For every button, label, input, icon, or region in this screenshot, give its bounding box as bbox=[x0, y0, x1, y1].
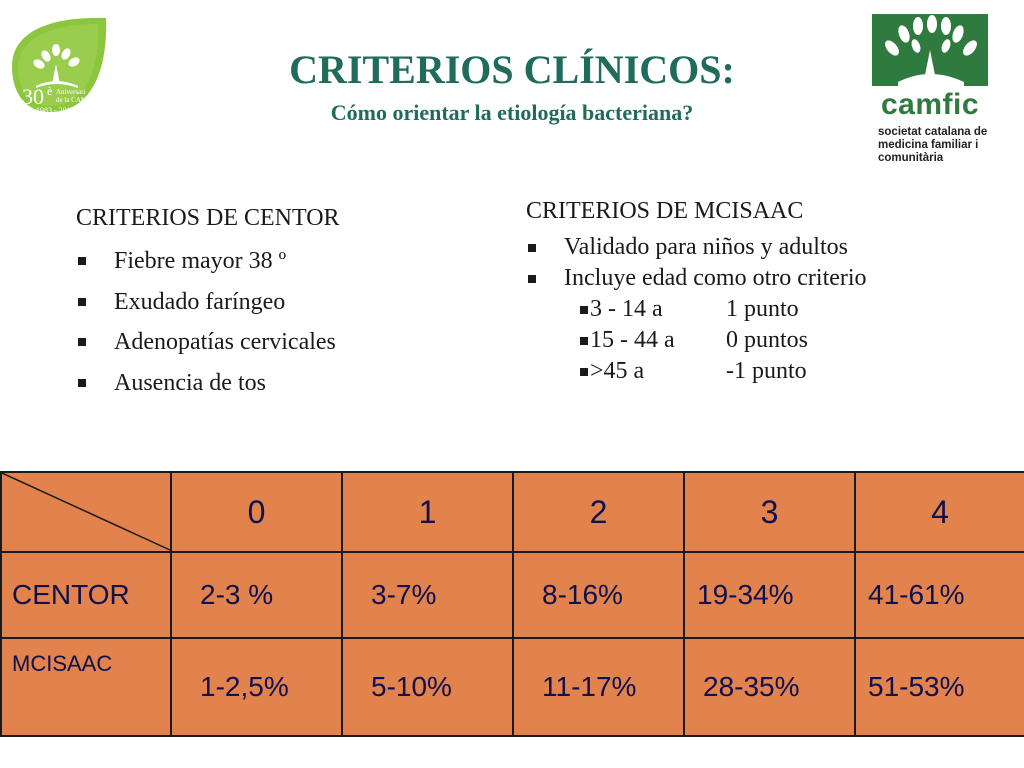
mcisaac-heading: CRITERIOS DE MCISAAC bbox=[526, 198, 804, 224]
list-item: Fiebre mayor 38 º bbox=[76, 241, 476, 282]
row-label: MCISAAC bbox=[0, 637, 172, 737]
age-points-row: >45 a -1 punto bbox=[526, 356, 1006, 387]
row-label: CENTOR bbox=[0, 551, 172, 639]
table-cell: 8-16% bbox=[512, 551, 685, 639]
anniversary-logo: 30 è Aniversari de la CAMFiC 1983 - 2013 bbox=[6, 14, 110, 121]
score-header-cell: 3 bbox=[683, 471, 856, 553]
table-row: MCISAAC 1-2,5% 5-10% 11-17% 28-35% 51-53… bbox=[0, 637, 1024, 737]
mcisaac-list: Validado para niños y adultos Incluye ed… bbox=[526, 232, 1006, 294]
centor-criteria: CRITERIOS DE CENTOR Fiebre mayor 38 º Ex… bbox=[76, 203, 476, 403]
table-cell: 19-34% bbox=[683, 551, 856, 639]
page-subtitle: Cómo orientar la etiología bacteriana? bbox=[330, 100, 694, 125]
table-corner-cell bbox=[0, 471, 172, 553]
mcisaac-criteria: CRITERIOS DE MCISAAC Validado para niños… bbox=[526, 196, 1006, 387]
square-bullet-icon bbox=[528, 274, 536, 283]
score-header-cell: 4 bbox=[854, 471, 1024, 553]
table-cell: 5-10% bbox=[341, 637, 514, 737]
age-points: -1 punto bbox=[726, 358, 807, 384]
list-item: Adenopatías cervicales bbox=[76, 322, 476, 363]
anniversary-line2: de la CAMFiC bbox=[56, 96, 98, 104]
anniversary-line1: Aniversari bbox=[56, 88, 86, 96]
square-bullet-icon bbox=[78, 338, 86, 347]
table-header-row: 0 1 2 3 4 bbox=[0, 471, 1024, 553]
table-row: CENTOR 2-3 % 3-7% 8-16% 19-34% 41-61% bbox=[0, 551, 1024, 639]
list-item: Incluye edad como otro criterio bbox=[526, 263, 1006, 294]
camfic-tagline: societat catalana de medicina familiar i… bbox=[878, 126, 1013, 165]
table-cell: 1-2,5% bbox=[170, 637, 343, 737]
camfic-tagline-line1: societat catalana de bbox=[878, 126, 988, 138]
leaf-logo-icon bbox=[12, 17, 107, 112]
list-item-label: Exudado faríngeo bbox=[114, 288, 286, 315]
list-item-label: Incluye edad como otro criterio bbox=[564, 265, 867, 291]
camfic-tagline-line3: comunitària bbox=[878, 152, 944, 164]
square-bullet-icon bbox=[580, 305, 588, 314]
centor-list: Fiebre mayor 38 º Exudado faríngeo Adeno… bbox=[76, 241, 476, 403]
centor-heading: CRITERIOS DE CENTOR bbox=[76, 205, 340, 231]
score-header-cell: 2 bbox=[512, 471, 685, 553]
age-points-row: 3 - 14 a 1 punto bbox=[526, 294, 1006, 325]
table-cell: 11-17% bbox=[512, 637, 685, 737]
age-points: 1 punto bbox=[726, 296, 799, 322]
list-item-label: Ausencia de tos bbox=[114, 369, 266, 396]
score-header-cell: 1 bbox=[341, 471, 514, 553]
age-range: 3 - 14 a bbox=[590, 296, 663, 322]
square-bullet-icon bbox=[580, 336, 588, 345]
table-cell: 2-3 % bbox=[170, 551, 343, 639]
list-item: Ausencia de tos bbox=[76, 363, 476, 404]
list-item: Validado para niños y adultos bbox=[526, 232, 1006, 263]
score-header-cell: 0 bbox=[170, 471, 343, 553]
square-bullet-icon bbox=[78, 257, 86, 266]
age-points: 0 puntos bbox=[726, 327, 809, 353]
table-cell: 3-7% bbox=[341, 551, 514, 639]
table-cell: 28-35% bbox=[683, 637, 856, 737]
age-range: >45 a bbox=[590, 358, 645, 384]
anniversary-number: 30 bbox=[22, 84, 44, 109]
list-item-label: Fiebre mayor 38 º bbox=[114, 248, 287, 274]
tree-logo-icon bbox=[872, 14, 988, 86]
list-item-label: Validado para niños y adultos bbox=[564, 234, 848, 260]
anniversary-suffix: è bbox=[47, 84, 53, 98]
list-item-label: Adenopatías cervicales bbox=[114, 329, 336, 355]
probability-table: 0 1 2 3 4 CENTOR 2-3 % 3-7% 8-16% 19-34%… bbox=[0, 471, 1024, 737]
square-bullet-icon bbox=[580, 367, 588, 376]
anniversary-years: 1983 - 2013 bbox=[36, 106, 75, 115]
table-cell: 41-61% bbox=[854, 551, 1024, 639]
camfic-name: camfic bbox=[880, 88, 980, 121]
camfic-tagline-line2: medicina familiar i bbox=[878, 139, 979, 151]
square-bullet-icon bbox=[78, 378, 86, 387]
diagonal-divider-icon bbox=[2, 473, 171, 551]
camfic-logo: camfic societat catalana de medicina fam… bbox=[872, 14, 1007, 164]
table-cell: 51-53% bbox=[854, 637, 1024, 737]
age-range: 15 - 44 a bbox=[590, 327, 675, 353]
square-bullet-icon bbox=[78, 297, 86, 306]
list-item: Exudado faríngeo bbox=[76, 282, 476, 323]
age-points-row: 15 - 44 a 0 puntos bbox=[526, 325, 1006, 356]
square-bullet-icon bbox=[528, 243, 536, 252]
page-title: CRITERIOS CLÍNICOS: bbox=[289, 47, 735, 92]
